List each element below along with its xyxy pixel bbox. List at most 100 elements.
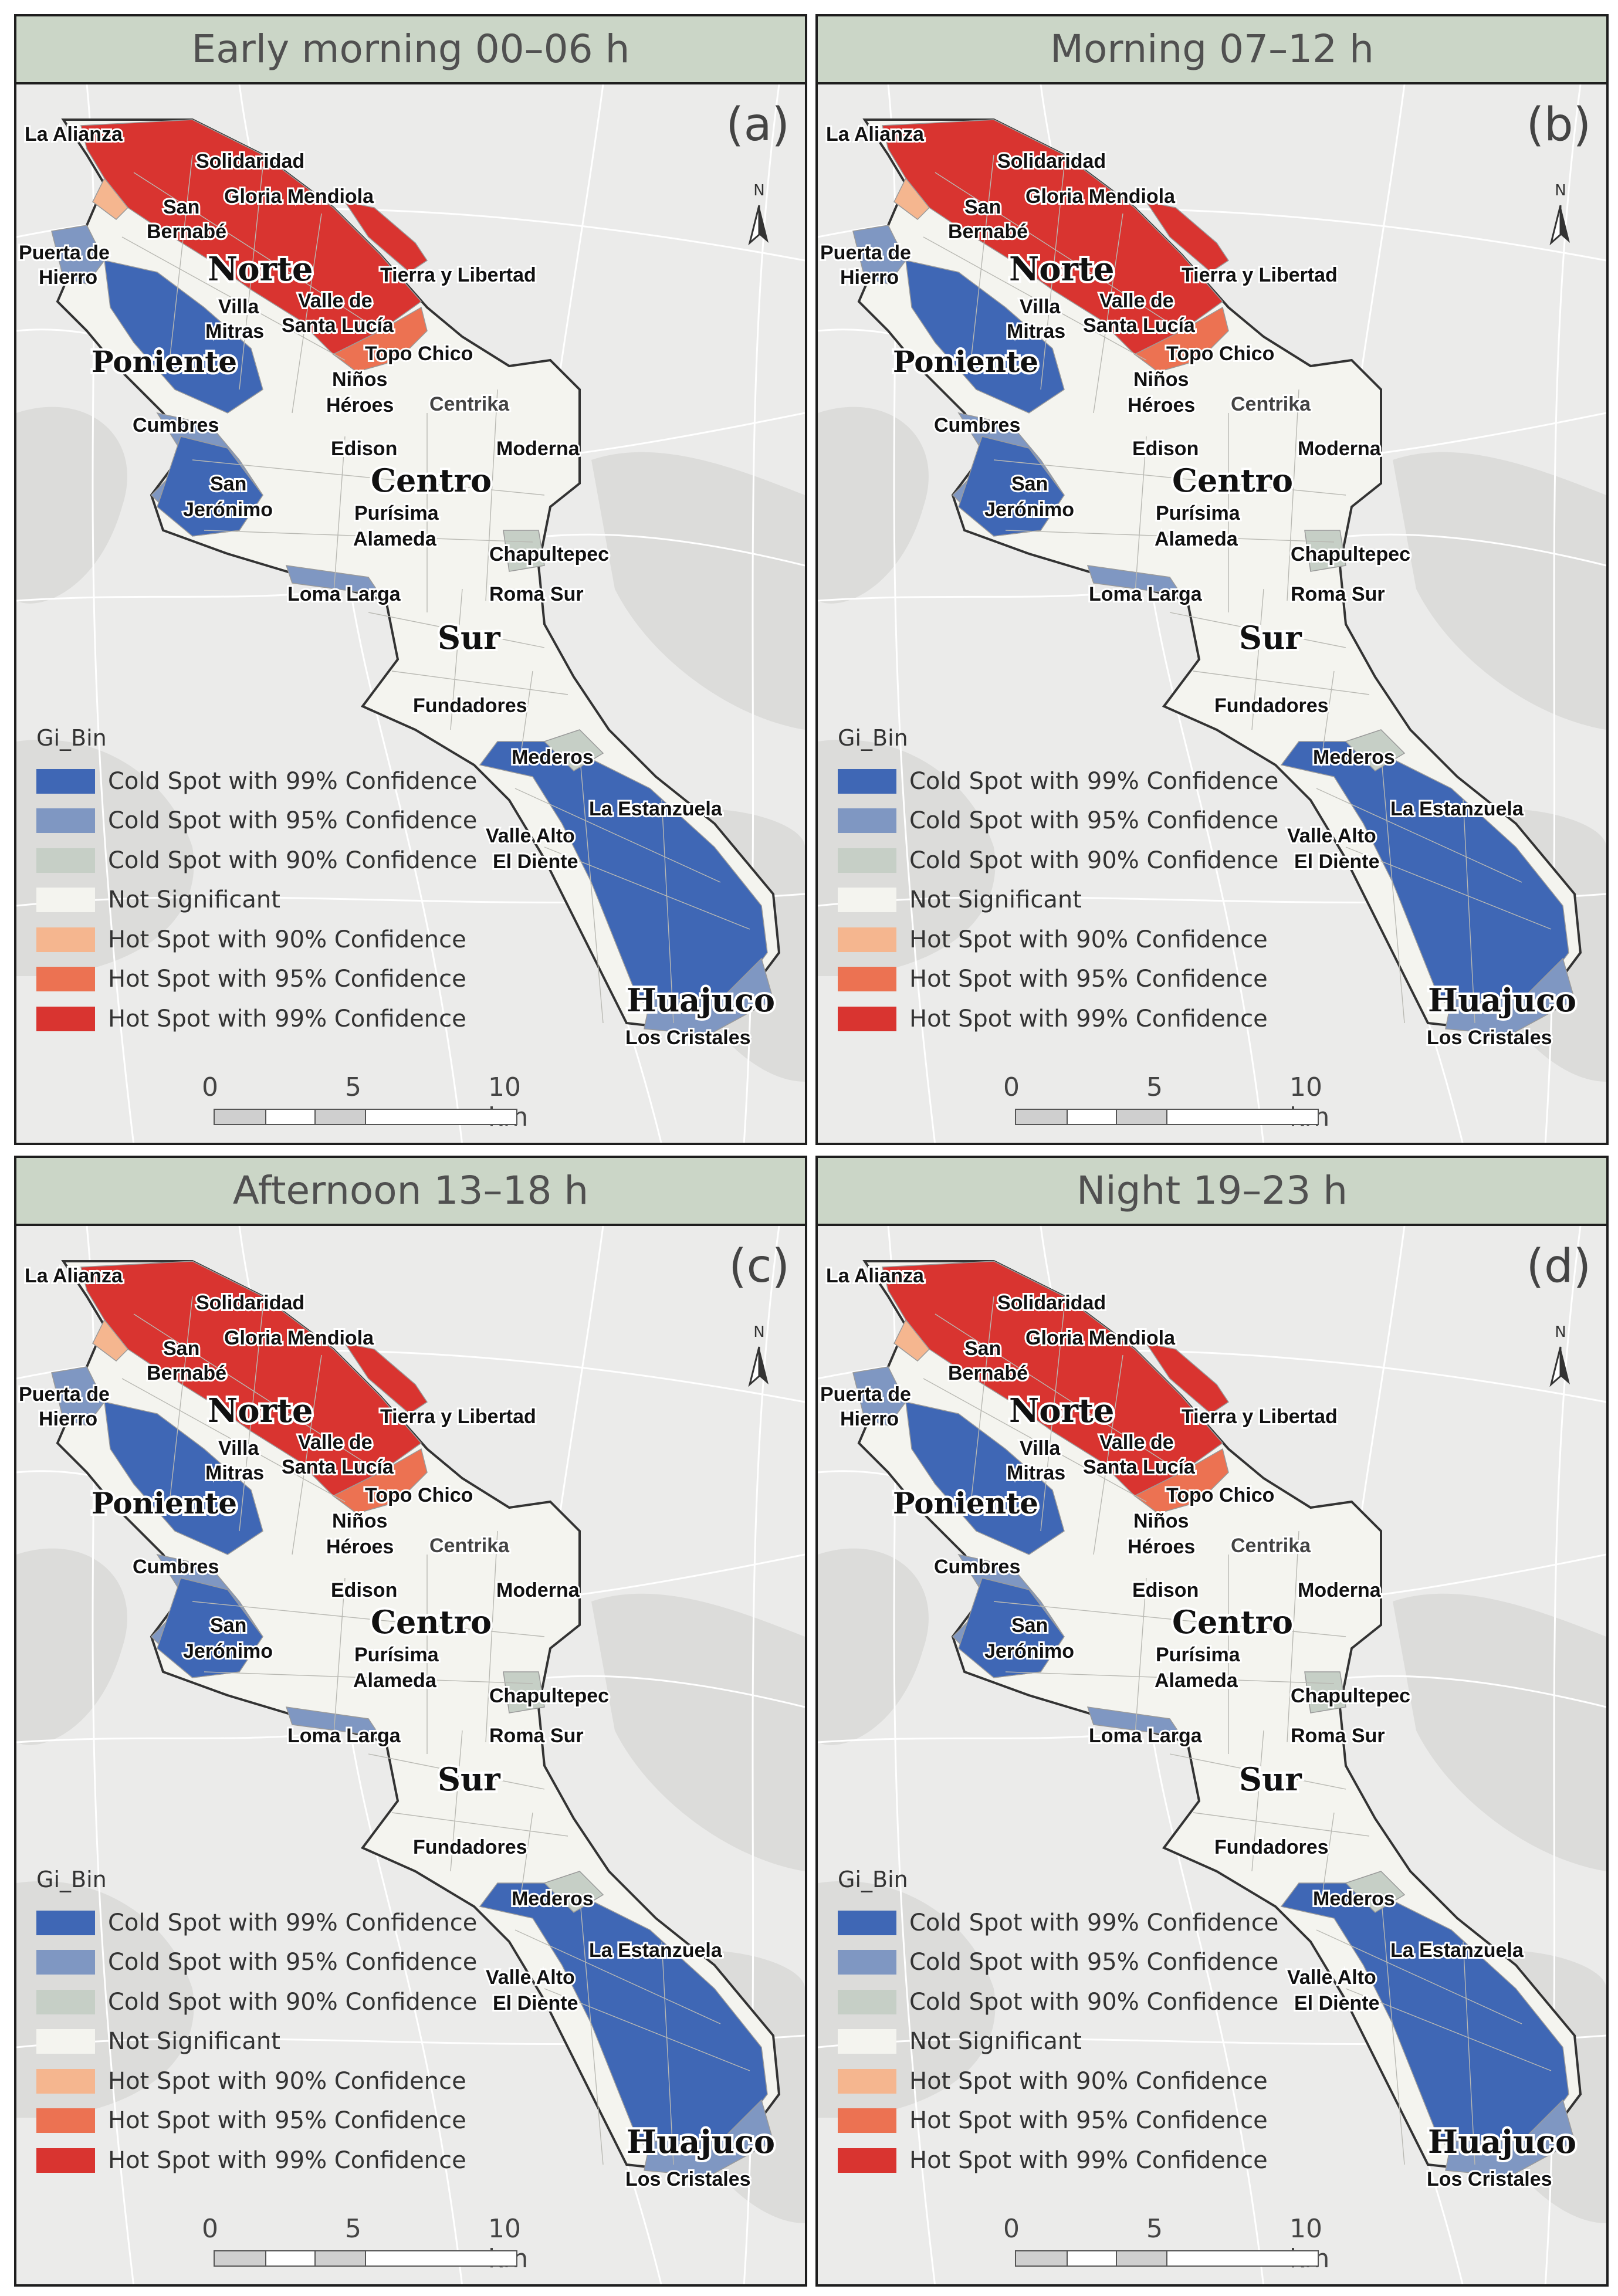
- legend-item: Cold Spot with 95% Confidence: [838, 1943, 1278, 1983]
- label-purisima: Purísima: [1156, 1644, 1241, 1666]
- north-arrow-label: N: [1555, 182, 1566, 199]
- legend-label: Hot Spot with 95% Confidence: [108, 2107, 466, 2135]
- label-edison: Edison: [1132, 438, 1199, 460]
- region-cold95: [1086, 565, 1183, 595]
- legend-label: Hot Spot with 99% Confidence: [909, 1005, 1268, 1032]
- scale-bar: 0 5 10 km: [202, 1072, 528, 1132]
- legend-title: Gi_Bin: [838, 725, 908, 751]
- region-cold99: [104, 260, 263, 414]
- label-mederos: Mederos: [512, 746, 594, 768]
- scale-label-0: 0: [202, 2214, 218, 2244]
- label-roma-sur: Roma Sur: [1291, 583, 1385, 605]
- label-villa-mitras-2: Mitras: [1007, 320, 1065, 343]
- label-la-alianza: La Alianza: [25, 123, 123, 145]
- label-loma-larga: Loma Larga: [1089, 583, 1203, 605]
- label-valle-alto-1: Valle Alto: [1287, 1966, 1376, 1989]
- label-san-jeronimo-1: San: [1011, 1614, 1048, 1637]
- label-villa-mitras-1: Villa: [1020, 1437, 1061, 1459]
- legend-item: Hot Spot with 90% Confidence: [36, 2061, 477, 2101]
- legend-swatch: [36, 927, 95, 952]
- legend-swatch: [838, 967, 896, 992]
- label-solidaridad: Solidaridad: [196, 1292, 304, 1314]
- label-tierra-libertad: Tierra y Libertad: [1182, 1406, 1338, 1428]
- label-ninos-heroes-1: Niños: [332, 1510, 387, 1532]
- label-tierra-libertad: Tierra y Libertad: [1182, 264, 1338, 286]
- region-cold90: [503, 1671, 545, 1713]
- label-fundadores: Fundadores: [413, 695, 527, 717]
- scale-segment-1: [214, 1109, 266, 1125]
- label-fundadores: Fundadores: [1214, 695, 1329, 717]
- label-san-jeronimo-1: San: [210, 1614, 246, 1637]
- legend-item: Not Significant: [838, 881, 1278, 920]
- panel-title: Early morning 00–06 h: [16, 16, 805, 84]
- label-puerta-hierro-2: Hierro: [840, 266, 899, 289]
- legend-label: Cold Spot with 99% Confidence: [909, 767, 1279, 795]
- label-los-cristales: Los Cristales: [625, 1027, 751, 1049]
- label-alameda: Alameda: [353, 528, 437, 550]
- label-san-jeronimo-1: San: [210, 473, 246, 495]
- label-fundadores: Fundadores: [1214, 1836, 1329, 1858]
- label-poniente: Poniente: [893, 344, 1038, 379]
- scale-segment-2: [265, 1109, 316, 1125]
- label-solidaridad: Solidaridad: [196, 150, 304, 172]
- scale-segment-3: [314, 2250, 366, 2267]
- label-villa-mitras-1: Villa: [218, 1437, 259, 1459]
- legend-swatch: [838, 1989, 896, 2014]
- panel-letter: (c): [729, 1240, 790, 1293]
- label-tierra-libertad: Tierra y Libertad: [380, 264, 536, 286]
- label-centro: Centro: [371, 462, 492, 499]
- label-roma-sur: Roma Sur: [489, 583, 584, 605]
- label-valle-santa-lucia-2: Santa Lucía: [1083, 1456, 1196, 1478]
- hotspot-map: La Alianza Solidaridad San Bernabé Glori…: [16, 1226, 805, 2284]
- label-san-jeronimo-2: Jerónimo: [984, 499, 1074, 521]
- label-topo-chico: Topo Chico: [1166, 343, 1274, 365]
- region-cold99: [157, 1577, 263, 1678]
- region-cold90: [1304, 1671, 1346, 1713]
- label-la-alianza: La Alianza: [25, 1265, 123, 1287]
- legend-item: Cold Spot with 95% Confidence: [838, 801, 1278, 841]
- label-sur: Sur: [1239, 619, 1302, 656]
- region-cold90: [543, 729, 604, 771]
- scale-segment-1: [1015, 1109, 1068, 1125]
- legend-swatch: [838, 1950, 896, 1975]
- legend-label: Cold Spot with 90% Confidence: [108, 846, 478, 874]
- label-mederos: Mederos: [1313, 746, 1395, 768]
- legend-item: Cold Spot with 90% Confidence: [838, 841, 1278, 881]
- label-valle-santa-lucia-2: Santa Lucía: [1083, 314, 1196, 337]
- label-edison: Edison: [331, 1579, 397, 1601]
- scale-segment-1: [214, 2250, 266, 2267]
- scale-segment-2: [265, 2250, 316, 2267]
- label-puerta-hierro-2: Hierro: [840, 1408, 899, 1430]
- legend-swatch: [838, 927, 896, 952]
- label-chapultepec: Chapultepec: [1291, 1685, 1410, 1707]
- label-san-jeronimo-2: Jerónimo: [183, 1640, 273, 1662]
- region-hot90: [92, 177, 129, 220]
- region-cold95: [644, 2099, 774, 2177]
- label-sur: Sur: [1239, 1760, 1302, 1798]
- scale-segment-1: [1015, 2250, 1068, 2267]
- label-huajuco: Huajuco: [1428, 981, 1576, 1019]
- label-purisima: Purísima: [354, 1644, 439, 1666]
- legend-swatch: [838, 1006, 896, 1031]
- label-poniente: Poniente: [92, 1486, 237, 1520]
- region-cold95: [644, 957, 774, 1035]
- scale-segment-4: [1166, 2250, 1319, 2267]
- label-los-cristales: Los Cristales: [625, 2168, 751, 2190]
- legend-label: Cold Spot with 90% Confidence: [909, 846, 1279, 874]
- label-mederos: Mederos: [512, 1888, 594, 1910]
- legend-label: Hot Spot with 95% Confidence: [108, 966, 466, 993]
- label-ninos-heroes-2: Héroes: [326, 394, 394, 416]
- label-la-estanzuela: La Estanzuela: [1390, 1939, 1524, 1962]
- label-centro: Centro: [371, 1603, 492, 1641]
- map-panel-afternoon: Afternoon 13–18 h: [14, 1156, 807, 2287]
- legend-swatch: [838, 768, 896, 794]
- place-labels: La Alianza Solidaridad San Bernabé Glori…: [818, 121, 1579, 1051]
- legend-item: Hot Spot with 95% Confidence: [36, 2101, 477, 2141]
- panel-title: Afternoon 13–18 h: [16, 1158, 805, 1226]
- scale-segment-3: [1116, 1109, 1167, 1125]
- label-poniente: Poniente: [893, 1486, 1038, 1520]
- legend-label: Cold Spot with 95% Confidence: [909, 1949, 1279, 1976]
- map-panel-morning: Morning 07–12 h: [815, 14, 1609, 1145]
- label-moderna: Moderna: [1298, 438, 1382, 460]
- panel-letter: (d): [1526, 1240, 1591, 1293]
